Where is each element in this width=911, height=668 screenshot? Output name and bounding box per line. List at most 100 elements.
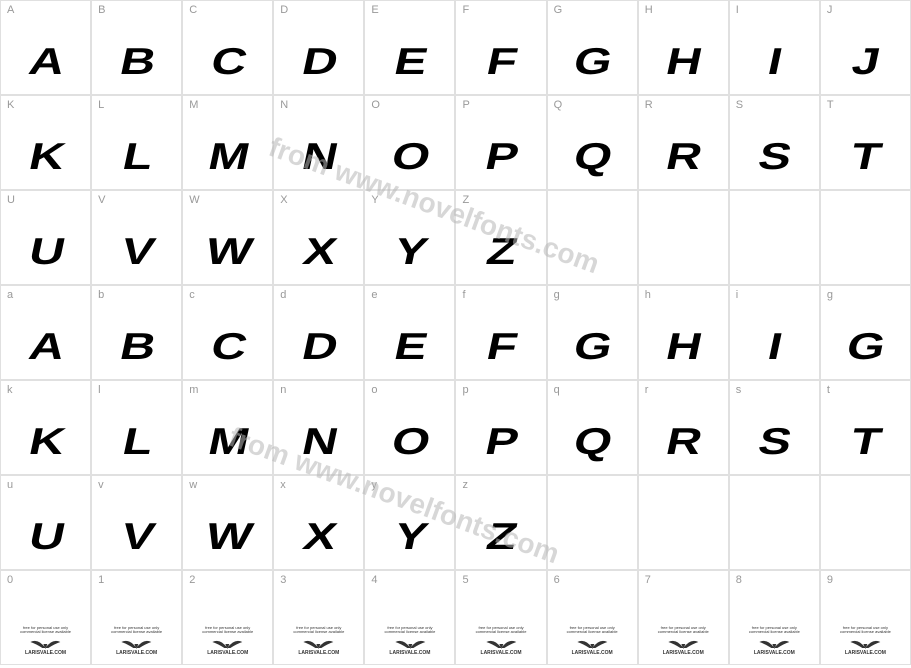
cell-glyph: E [391,43,429,80]
cell-label: u [7,479,13,491]
cell-glyph: P [482,138,520,175]
cell-glyph: I [765,328,784,365]
glyph-cell: TT [820,95,911,190]
cell-label: y [371,479,377,491]
glyph-cell: JJ [820,0,911,95]
cell-label: Q [554,99,563,111]
cell-label: w [189,479,197,491]
glyph-cell: 6free for personal use onlycommercial li… [547,570,638,665]
cell-glyph: Z [483,518,518,555]
cell-label: 0 [7,574,13,586]
cell-label: I [736,4,739,16]
cell-label: U [7,194,15,206]
cell-label: o [371,384,377,396]
glyph-cell: PP [455,95,546,190]
glyph-cell: 9 free for personal use onlycommercial li… [820,570,911,665]
cell-glyph: Q [570,423,613,460]
digit-logo-brand: LARISVALE.COM [283,651,354,657]
cell-glyph: C [207,328,248,365]
glyph-cell: QQ [547,95,638,190]
digit-logo-brand: LARISVALE.COM [465,651,536,657]
cell-label: q [554,384,560,396]
cell-label: i [736,289,738,301]
cell-glyph: Y [391,518,429,555]
cell-label: g [827,289,833,301]
glyph-cell: FF [455,0,546,95]
cell-label: f [462,289,465,301]
glyph-cell: nN [273,380,364,475]
digit-logo: free for personal use onlycommercial lic… [739,626,810,656]
cell-glyph: S [755,423,793,460]
cell-glyph: F [483,328,518,365]
cell-label: m [189,384,198,396]
cell-glyph: B [116,43,157,80]
cell-glyph: M [205,138,251,175]
cell-label: r [645,384,649,396]
digit-logo: free for personal use onlycommercial lic… [283,626,354,656]
glyph-cell: XX [273,190,364,285]
wings-icon [213,636,243,650]
glyph-cell: OO [364,95,455,190]
glyph-cell: uU [0,475,91,570]
cell-label: z [462,479,468,491]
glyph-cell: 4free for personal use onlycommercial li… [364,570,455,665]
glyph-cell: gG [820,285,911,380]
cell-glyph: G [570,328,613,365]
cell-glyph: T [848,138,883,175]
wings-icon [122,636,152,650]
glyph-cell: UU [0,190,91,285]
cell-glyph: L [119,423,154,460]
cell-label: B [98,4,105,16]
cell-glyph: A [25,43,66,80]
empty-cell [729,475,820,570]
glyph-cell: kK [0,380,91,475]
glyph-cell: 2free for personal use onlycommercial li… [182,570,273,665]
cell-label: M [189,99,198,111]
cell-label: K [7,99,14,111]
cell-glyph: K [25,138,66,175]
cell-label: b [98,289,104,301]
glyph-cell: 8 free for personal use onlycommercial li… [729,570,820,665]
cell-glyph: X [300,233,338,270]
cell-glyph: V [118,233,156,270]
glyph-cell: rR [638,380,729,475]
cell-glyph: P [482,423,520,460]
cell-label: v [98,479,104,491]
cell-label: 9 [827,574,833,586]
glyph-cell: AA [0,0,91,95]
glyph-cell: dD [273,285,364,380]
cell-label: 8 [736,574,742,586]
empty-cell [820,475,911,570]
glyph-cell: MM [182,95,273,190]
cell-label: C [189,4,197,16]
cell-glyph: O [388,423,431,460]
cell-label: H [645,4,653,16]
cell-label: N [280,99,288,111]
cell-label: W [189,194,199,206]
digit-logo-brand: LARISVALE.COM [10,651,81,657]
glyph-cell: ZZ [455,190,546,285]
cell-glyph: B [116,328,157,365]
glyph-cell: cC [182,285,273,380]
digit-logo: free for personal use onlycommercial lic… [465,626,536,656]
wings-icon [395,636,425,650]
cell-glyph: D [298,328,339,365]
cell-label: c [189,289,195,301]
cell-glyph: G [570,43,613,80]
cell-label: Z [462,194,469,206]
glyph-cell: eE [364,285,455,380]
empty-cell [638,475,729,570]
cell-label: 6 [554,574,560,586]
cell-glyph: L [119,138,154,175]
wings-icon [31,636,61,650]
glyph-cell: fF [455,285,546,380]
cell-label: J [827,4,833,16]
empty-cell [820,190,911,285]
digit-logo: free for personal use onlycommercial lic… [830,626,901,656]
digit-logo-brand: LARISVALE.COM [739,651,810,657]
glyph-cell: 7free for personal use onlycommercial li… [638,570,729,665]
cell-glyph: U [25,518,66,555]
digit-logo-line2: commercial license available [557,630,628,634]
cell-glyph: R [663,423,704,460]
cell-label: g [554,289,560,301]
